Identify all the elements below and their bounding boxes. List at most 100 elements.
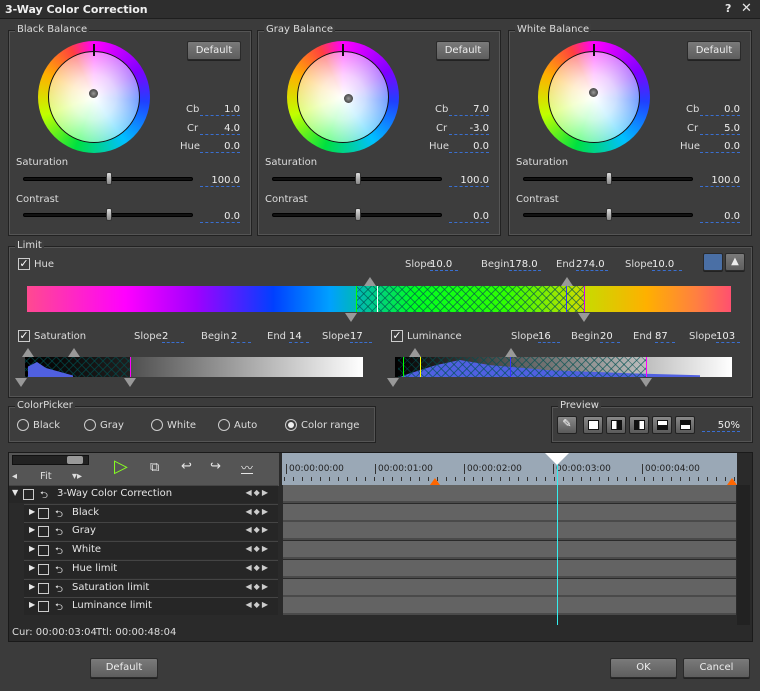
hue-checkbox[interactable]: ✓: [18, 257, 30, 270]
hue-field[interactable]: 0.0: [449, 141, 489, 153]
track-lane[interactable]: [283, 485, 736, 503]
gray-default-button[interactable]: Default: [436, 41, 490, 60]
hue-end-field[interactable]: 274.0: [576, 259, 608, 271]
close-icon[interactable]: ✕: [741, 1, 752, 16]
reset-icon[interactable]: ⮌: [55, 546, 64, 558]
radio-gray[interactable]: [84, 419, 96, 431]
contrast-field[interactable]: 0.0: [700, 211, 740, 223]
reset-icon[interactable]: ⮌: [40, 490, 49, 501]
track-row[interactable]: ▶ ⮌ Saturation limit ◀◆▶: [24, 578, 278, 597]
hue-field[interactable]: 0.0: [200, 141, 240, 153]
expand-arrow-icon[interactable]: ▶: [29, 562, 36, 572]
reset-icon[interactable]: ⮌: [55, 508, 64, 520]
horizontal-scrollbar[interactable]: [283, 626, 736, 639]
track-row[interactable]: ▶ ⮌ Black ◀◆▶: [24, 503, 278, 522]
sat-end-field[interactable]: 14: [289, 331, 309, 343]
lum-end-field[interactable]: 87: [655, 331, 675, 343]
preview-split-top-button[interactable]: [652, 416, 672, 434]
graph-icon[interactable]: 〰: [241, 461, 254, 475]
lum-slope1-field[interactable]: 16: [538, 331, 560, 343]
lum-slope2-field[interactable]: 103: [716, 331, 740, 343]
track-lane[interactable]: [283, 522, 736, 541]
default-button[interactable]: Default: [90, 658, 158, 678]
keyframe-nav-icons[interactable]: ◀◆▶: [245, 544, 270, 554]
playhead-handle[interactable]: [545, 453, 569, 465]
preview-full-button[interactable]: [583, 416, 603, 434]
radio-black[interactable]: [17, 419, 29, 431]
loop-play-icon[interactable]: ⧉: [150, 460, 160, 475]
track-row[interactable]: ▶ ⮌ Hue limit ◀◆▶: [24, 559, 278, 578]
track-row[interactable]: ▶ ⮌ White ◀◆▶: [24, 541, 278, 560]
hue-slope1-field[interactable]: 10.0: [430, 259, 458, 271]
track-lane[interactable]: [283, 503, 736, 522]
track-checkbox[interactable]: [38, 545, 49, 557]
track-lane[interactable]: [283, 541, 736, 560]
luminance-checkbox[interactable]: ✓: [391, 329, 403, 342]
lum-end-handle[interactable]: [505, 348, 517, 357]
contrast-slider[interactable]: [23, 208, 193, 221]
expand-arrow-icon[interactable]: ▶: [29, 525, 36, 535]
saturation-field[interactable]: 100.0: [449, 175, 489, 187]
expand-arrow-icon[interactable]: ▶: [29, 600, 36, 610]
play-icon[interactable]: ▷: [114, 456, 128, 477]
keyframe-nav-icons[interactable]: ◀◆▶: [245, 525, 270, 535]
expand-arrow-icon[interactable]: ▶: [29, 506, 36, 516]
hue-slope-handle-2[interactable]: [578, 313, 590, 322]
track-lane[interactable]: [283, 559, 736, 578]
lum-begin-field[interactable]: 20: [600, 331, 620, 343]
radio-white[interactable]: [151, 419, 163, 431]
cr-field[interactable]: 5.0: [700, 123, 740, 135]
gray-color-wheel[interactable]: [287, 41, 399, 153]
track-row[interactable]: ▼ ⮌ 3-Way Color Correction ◀◆▶: [9, 485, 278, 503]
preview-split-right-button[interactable]: [629, 416, 649, 434]
zoom-dropdown-arrow[interactable]: ▾▸: [72, 471, 83, 482]
track-checkbox[interactable]: [23, 489, 34, 500]
cr-field[interactable]: -3.0: [449, 123, 489, 135]
sat-slope2-field[interactable]: 17: [350, 331, 372, 343]
track-checkbox[interactable]: [38, 526, 49, 538]
saturation-slider[interactable]: [272, 172, 442, 185]
expand-arrow-icon[interactable]: ▶: [29, 581, 36, 591]
zoom-select[interactable]: Fit: [40, 471, 52, 482]
saturation-checkbox[interactable]: ✓: [18, 329, 30, 342]
prev-keyframe-icon[interactable]: ↩: [181, 459, 192, 474]
contrast-field[interactable]: 0.0: [449, 211, 489, 223]
track-row[interactable]: ▶ ⮌ Luminance limit ◀◆▶: [24, 597, 278, 616]
wheel-pointer[interactable]: [344, 94, 353, 103]
collapse-arrow-icon[interactable]: ▼: [12, 488, 19, 497]
cancel-button[interactable]: Cancel: [683, 658, 750, 678]
saturation-slider[interactable]: [523, 172, 693, 185]
wheel-pointer[interactable]: [589, 88, 598, 97]
keyframe-marker[interactable]: [430, 478, 440, 485]
saturation-field[interactable]: 100.0: [200, 175, 240, 187]
track-lane[interactable]: [283, 578, 736, 597]
vertical-scrollbar[interactable]: [737, 485, 750, 625]
keyframe-nav-icons[interactable]: ◀◆▶: [245, 506, 270, 516]
track-checkbox[interactable]: [38, 507, 49, 519]
preview-split-bottom-button[interactable]: [675, 416, 695, 434]
track-checkbox[interactable]: [38, 563, 49, 575]
sat-slope1-field[interactable]: 2: [162, 331, 184, 343]
contrast-field[interactable]: 0.0: [200, 211, 240, 223]
preview-zoom-field[interactable]: 50%: [702, 420, 740, 432]
sat-begin-handle[interactable]: [22, 348, 34, 357]
white-color-wheel[interactable]: [538, 41, 650, 153]
next-keyframe-icon[interactable]: ↪: [210, 459, 221, 474]
keyframe-nav-icons[interactable]: ◀◆▶: [245, 581, 270, 591]
reset-icon[interactable]: ⮌: [55, 564, 64, 576]
hue-begin-field[interactable]: 178.0: [509, 259, 541, 271]
expand-arrow-icon[interactable]: ▶: [29, 544, 36, 554]
hue-field[interactable]: 0.0: [700, 141, 740, 153]
cb-field[interactable]: 1.0: [200, 104, 240, 116]
sat-slope-handle-2[interactable]: [124, 378, 136, 387]
sat-end-handle[interactable]: [68, 348, 80, 357]
reset-icon[interactable]: ⮌: [55, 583, 64, 595]
saturation-slider[interactable]: [23, 172, 193, 185]
lum-slope-handle[interactable]: [387, 378, 399, 387]
black-default-button[interactable]: Default: [187, 41, 241, 60]
radio-auto[interactable]: [218, 419, 230, 431]
track-checkbox[interactable]: [38, 601, 49, 613]
reset-icon[interactable]: ⮌: [55, 527, 64, 539]
keyframe-marker[interactable]: [727, 478, 737, 485]
zoom-left-arrow[interactable]: ◂: [12, 471, 18, 482]
